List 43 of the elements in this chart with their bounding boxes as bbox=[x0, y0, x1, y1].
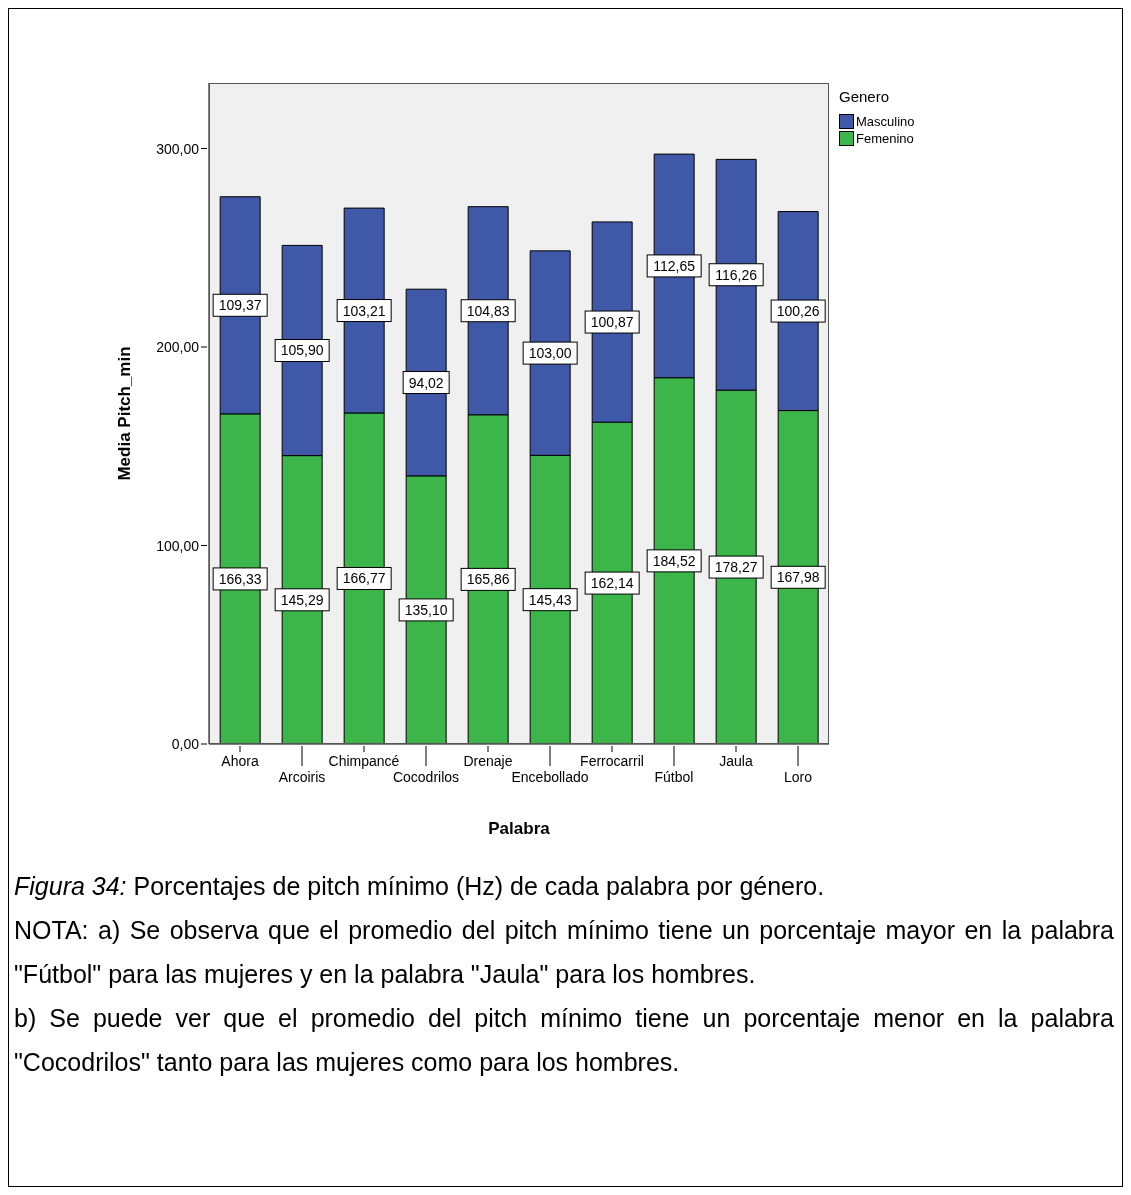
x-tick-label: Fútbol bbox=[654, 769, 694, 785]
x-tick-label: Cocodrilos bbox=[392, 769, 460, 785]
data-label: 100,26 bbox=[776, 303, 820, 320]
x-tick-label: Chimpancé bbox=[328, 753, 400, 769]
x-tick-label: Ahora bbox=[221, 753, 259, 769]
data-label: 104,83 bbox=[466, 302, 510, 319]
data-label: 103,21 bbox=[342, 302, 386, 319]
text: b) Se puede ver que el promedio del pitch mínimo tiene un porcentaje menor en la palabra "Cocodrilos" tanto para las mujeres como para los hombres. bbox=[14, 1003, 1114, 1078]
data-label: 105,90 bbox=[280, 342, 324, 359]
text: Porcentajes de pitch mínimo (Hz) de cada palabra por género. bbox=[133, 872, 825, 900]
legend-label: Masculino bbox=[856, 114, 915, 129]
data-label: 112,65 bbox=[653, 257, 696, 274]
data-label: 167,98 bbox=[776, 569, 820, 586]
data-label: 116,26 bbox=[715, 266, 758, 283]
data-label: 166,33 bbox=[218, 570, 262, 587]
y-tick-label: 300,00 bbox=[156, 140, 200, 157]
data-label: 94,02 bbox=[408, 374, 444, 391]
data-label: 100,87 bbox=[590, 314, 634, 331]
y-tick-label: 100,00 bbox=[156, 537, 200, 554]
y-axis-title: Media Pitch_min bbox=[115, 346, 135, 481]
x-tick-label: Encebollado bbox=[511, 769, 589, 785]
data-label: 162,14 bbox=[590, 575, 634, 592]
legend-title: Genero bbox=[839, 88, 891, 105]
text: NOTA: a) Se observa que el promedio del pitch mínimo tiene un porcentaje mayor en la palabra "Fútbol" para las mujeres y en la palabra "Jaula" para los hombres. bbox=[14, 915, 1114, 990]
text: Figura 34: bbox=[14, 872, 127, 900]
legend-label: Femenino bbox=[856, 131, 914, 146]
x-tick-label: Loro bbox=[783, 769, 813, 785]
x-tick-label: Drenaje bbox=[463, 753, 513, 769]
data-label: 166,77 bbox=[342, 570, 386, 587]
data-label: 165,86 bbox=[466, 571, 510, 588]
data-label: 109,37 bbox=[218, 297, 262, 314]
x-tick-label: Jaula bbox=[719, 753, 753, 769]
data-label: 135,10 bbox=[404, 601, 448, 618]
data-label: 178,27 bbox=[714, 559, 758, 576]
data-label: 145,43 bbox=[528, 591, 572, 608]
x-tick-label: Arcoiris bbox=[278, 769, 326, 785]
data-label: 184,52 bbox=[652, 552, 696, 569]
data-label: 145,29 bbox=[280, 591, 324, 608]
y-tick-label: 200,00 bbox=[156, 339, 200, 355]
y-tick-label: 0,00 bbox=[171, 736, 200, 752]
data-label: 103,00 bbox=[528, 345, 572, 362]
x-tick-label: Ferrocarril bbox=[580, 753, 644, 769]
x-axis-title: Palabra bbox=[488, 819, 551, 838]
